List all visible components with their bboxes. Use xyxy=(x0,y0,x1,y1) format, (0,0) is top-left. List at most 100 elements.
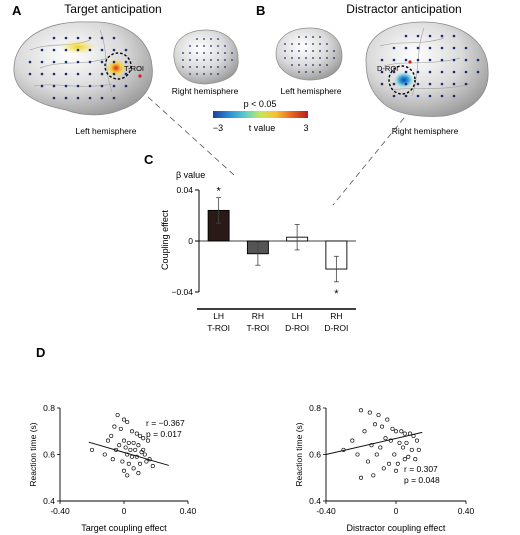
electrode-dot xyxy=(319,36,321,38)
electrode-dot xyxy=(380,58,384,62)
scatter-point xyxy=(121,438,127,443)
scatter-point xyxy=(142,452,147,457)
electrode-dot xyxy=(210,52,212,54)
scatter-point xyxy=(125,452,130,457)
electrode-dot xyxy=(40,84,44,88)
electrode-dot xyxy=(231,52,233,54)
electrode-dot xyxy=(64,36,68,40)
electrode-dot xyxy=(88,48,92,52)
electrode-dot xyxy=(392,94,396,98)
electrode-dot xyxy=(76,84,80,88)
scatter-point xyxy=(136,443,141,448)
scatter-point xyxy=(358,408,364,413)
electrode-dot xyxy=(217,73,219,75)
electrode-dot xyxy=(196,59,198,61)
electrode-dot xyxy=(416,70,420,74)
electrode-dot xyxy=(100,96,104,100)
scatter-point xyxy=(393,468,399,473)
electrode-dot xyxy=(319,50,321,52)
electrode-dot xyxy=(196,73,198,75)
electrode-dot xyxy=(100,36,104,40)
scatter-point xyxy=(399,429,404,434)
scatter-point xyxy=(388,438,393,443)
electrode-dot xyxy=(100,60,104,64)
scatter-point xyxy=(367,410,372,415)
activation-yellow-blob xyxy=(60,40,96,54)
electrode-dot xyxy=(52,36,56,40)
electrode-dot xyxy=(196,66,198,68)
electrode-dot xyxy=(189,52,191,54)
electrode-dot xyxy=(210,66,212,68)
panel-a-title: Target anticipation xyxy=(64,2,161,16)
electrode-dot xyxy=(452,94,456,98)
right-hemisphere-brain: D-ROI xyxy=(365,21,489,117)
electrode-dot xyxy=(28,72,32,76)
electrode-dot xyxy=(464,70,468,74)
scatter-point xyxy=(131,440,136,445)
electrode-dot xyxy=(440,94,444,98)
electrode-dot xyxy=(210,59,212,61)
electrode-dot xyxy=(88,36,92,40)
scatter-y-tick-label: 0.8 xyxy=(309,403,321,413)
electrode-dot xyxy=(76,72,80,76)
inset-b-caption: Left hemisphere xyxy=(281,86,342,96)
scatter-point xyxy=(89,447,95,452)
electrode-dot xyxy=(217,66,219,68)
electrode-dot xyxy=(52,72,56,76)
electrode-dot xyxy=(476,58,480,62)
electrode-dot xyxy=(305,36,307,38)
bar-y-tick-label: 0.04 xyxy=(176,185,193,195)
bar-y-tick-label: 0 xyxy=(188,236,193,246)
electrode-dot xyxy=(298,57,300,59)
scatter-point xyxy=(400,445,406,450)
scatter-y-label: Reaction time (s) xyxy=(28,422,38,486)
electrode-dot xyxy=(298,43,300,45)
scatter-point xyxy=(125,419,130,425)
scatter-x-label: Target coupling effect xyxy=(81,523,167,533)
electrode-dot xyxy=(203,38,205,40)
electrode-dot xyxy=(100,72,104,76)
scatter-point xyxy=(128,447,133,452)
electrode-dot xyxy=(305,50,307,52)
electrode-dot xyxy=(404,94,408,98)
scatter-point xyxy=(126,440,131,445)
right-hemisphere-caption: Right hemisphere xyxy=(392,126,459,136)
scatter-y-tick-label: 0.8 xyxy=(43,403,55,413)
scatter-point xyxy=(134,431,139,436)
scatter-point xyxy=(409,447,414,452)
electrode-dot xyxy=(112,84,116,88)
electrode-dot xyxy=(182,59,184,61)
electrode-dot xyxy=(416,58,420,62)
scatter-point xyxy=(117,443,122,448)
electrode-dot xyxy=(28,60,32,64)
electrode-dot xyxy=(404,34,408,38)
electrode-dot xyxy=(52,60,56,64)
electrode-dot xyxy=(112,96,116,100)
electrode-dot xyxy=(224,45,226,47)
scatter-point xyxy=(372,422,378,427)
electrode-dot xyxy=(189,59,191,61)
electrode-dot xyxy=(305,43,307,45)
scatter-x-tick-label: 0 xyxy=(122,506,127,516)
scatter-point xyxy=(110,457,115,462)
electrode-dot xyxy=(88,96,92,100)
electrode-dot xyxy=(319,64,321,66)
electrode-dot xyxy=(416,82,420,86)
electrode-dot xyxy=(52,84,56,88)
scatter-x-tick-label: 0.40 xyxy=(458,506,475,516)
bar-y-tick-label: −0.04 xyxy=(171,287,193,297)
scatter-point xyxy=(112,424,117,429)
scatter-point xyxy=(390,426,395,431)
electrode-dot xyxy=(76,36,80,40)
electrode-dot xyxy=(76,60,80,64)
scatter-point xyxy=(395,461,400,466)
electrode-dot xyxy=(333,57,335,59)
electrode-dot xyxy=(326,57,328,59)
scatter-point xyxy=(362,429,367,434)
t-roi-label: T-ROI xyxy=(124,64,144,73)
colorbar xyxy=(213,111,308,118)
scatter-point xyxy=(150,464,155,469)
electrode-dot xyxy=(416,46,420,50)
electrode-dot xyxy=(305,71,307,73)
scatter-point xyxy=(374,452,379,457)
